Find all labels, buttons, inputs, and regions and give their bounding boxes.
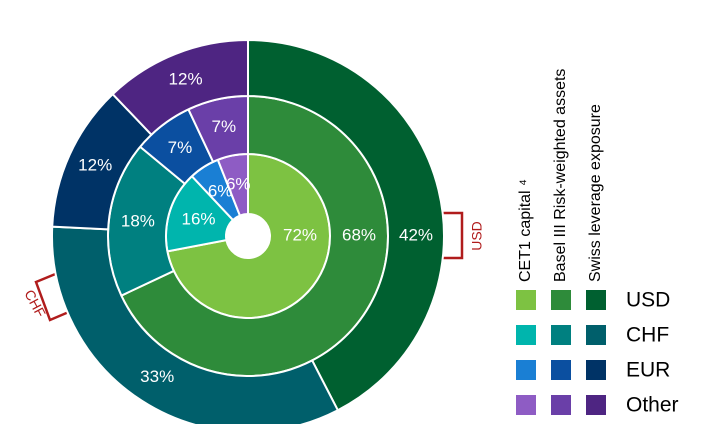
data-label: 72% xyxy=(283,225,317,244)
data-label: 16% xyxy=(182,209,216,228)
data-label: 6% xyxy=(208,182,233,201)
legend-label: CHF xyxy=(626,324,669,347)
annotation: USD xyxy=(469,221,485,251)
legend-swatch xyxy=(516,395,536,415)
data-label: 33% xyxy=(140,367,174,386)
donut-slice xyxy=(111,38,249,137)
annotation: CHF xyxy=(21,287,49,320)
donut-slice xyxy=(247,38,445,412)
legend-swatch xyxy=(586,395,606,415)
legend-series-name: Basel III Risk-weighted assets xyxy=(552,69,569,282)
legend-swatch xyxy=(551,290,571,310)
legend-series-name: Swiss leverage exposure xyxy=(587,104,604,282)
data-label: 12% xyxy=(78,156,112,175)
legend-swatch xyxy=(551,395,571,415)
donut-slice xyxy=(51,225,340,424)
legend-swatch xyxy=(586,360,606,380)
data-label: 68% xyxy=(342,225,376,244)
donut-hole xyxy=(226,214,270,258)
legend-swatch xyxy=(586,325,606,345)
legend-swatch xyxy=(516,360,536,380)
legend-swatch xyxy=(516,290,536,310)
data-label: 7% xyxy=(168,138,193,157)
data-label: 6% xyxy=(226,174,251,193)
legend-swatch xyxy=(551,325,571,345)
data-label: 18% xyxy=(121,212,155,231)
data-label: 12% xyxy=(169,70,203,89)
legend-label: EUR xyxy=(626,359,670,382)
legend-label: USD xyxy=(626,289,670,312)
legend-swatch xyxy=(551,360,571,380)
data-label: 7% xyxy=(211,117,236,136)
legend-label: Other xyxy=(626,394,679,417)
legend-swatch xyxy=(586,290,606,310)
data-label: 42% xyxy=(399,225,433,244)
legend-series-name: CET1 capital ⁴ xyxy=(517,179,534,282)
legend-swatch xyxy=(516,325,536,345)
